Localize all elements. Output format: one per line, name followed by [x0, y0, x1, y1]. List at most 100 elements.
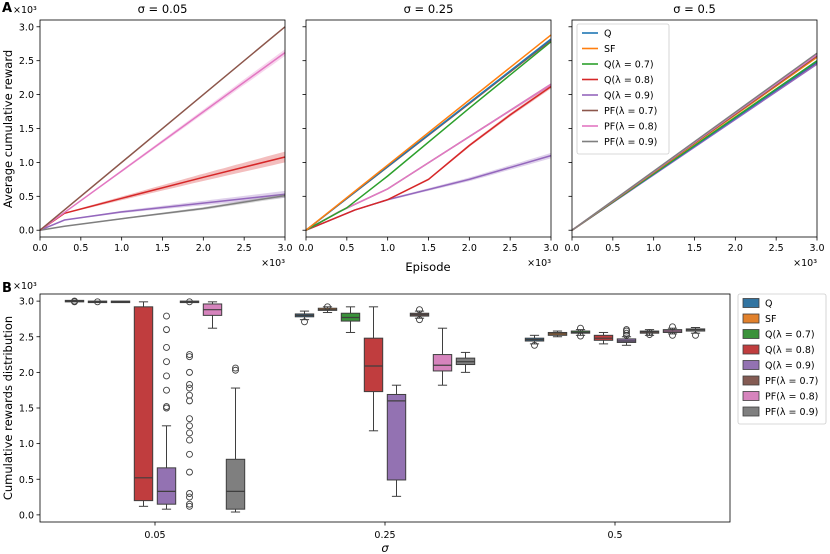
legend-entry-SF: SF — [582, 44, 616, 55]
legend-swatch — [742, 298, 760, 308]
y-tick-label: 0.5 — [19, 192, 34, 203]
series-Q09 — [39, 190, 286, 231]
x-tick-label: 2.0 — [462, 243, 477, 254]
legend-entry-Q: Q — [742, 298, 772, 310]
y-tick-label: 0.5 — [19, 475, 34, 486]
outliers-PF08 — [186, 351, 193, 510]
confidence-band-PF08 — [40, 49, 285, 231]
box-Q — [294, 310, 315, 326]
box-Q08 — [133, 301, 154, 507]
outlier-point — [186, 490, 193, 497]
y-tick-label: 0.0 — [19, 510, 34, 521]
box-Q09 — [156, 312, 177, 510]
box-Q — [524, 334, 545, 349]
outlier-point — [623, 329, 630, 337]
outlier-point — [163, 386, 170, 394]
y-tick-label: 2.0 — [19, 90, 34, 101]
outlier-point — [232, 364, 239, 372]
x-multiplier: ×10³ — [527, 258, 551, 269]
outlier-point — [186, 368, 193, 376]
panel-a-line-charts: 0.0 0.5 1.0 1.5 2.0 2.5 3.0 ×10³ 0.0 0.5 1.0 1.5 2.0… — [1, 2, 825, 274]
box-PF07 — [179, 298, 200, 306]
legend-label: SF — [765, 314, 777, 325]
outlier-point — [163, 403, 170, 411]
figure-labels: A B — [2, 1, 12, 296]
x-multiplier: ×10³ — [793, 258, 817, 269]
legend-label: Q(λ = 0.7) — [604, 60, 654, 71]
series-PF09 — [39, 193, 286, 231]
box-PF09 — [455, 351, 476, 373]
box-group-0.05 — [64, 297, 246, 513]
box-body — [156, 467, 177, 505]
x-tick-label: 0.5 — [339, 243, 354, 254]
legend-entry-Q09: Q(λ = 0.9) — [742, 360, 815, 372]
box-PF08 — [432, 327, 453, 386]
outlier-point — [94, 298, 101, 306]
x-tick-label: 0.25 — [374, 530, 395, 541]
legend-entry-Q: Q — [582, 29, 611, 40]
plot-area — [40, 294, 730, 522]
x-tick-label: 2.0 — [196, 243, 211, 254]
legend-swatch — [742, 391, 760, 401]
legend-entry-PF07: PF(λ = 0.7) — [582, 106, 657, 117]
y-multiplier: ×10³ — [13, 281, 37, 292]
outlier-point — [186, 429, 193, 437]
outlier-point — [623, 326, 630, 334]
outlier-point — [577, 324, 584, 332]
legend-label: PF(λ = 0.8) — [604, 122, 657, 133]
legend-label: Q(λ = 0.8) — [604, 75, 654, 86]
legend-label: PF(λ = 0.9) — [765, 407, 818, 418]
legend-label: PF(λ = 0.7) — [765, 376, 818, 387]
x-tick-label: 2.0 — [728, 243, 743, 254]
outlier-point — [577, 332, 584, 340]
legend-box — [576, 23, 670, 155]
box-body — [363, 337, 384, 393]
x-tick-label: 3.0 — [809, 243, 824, 254]
series-line-PF08 — [39, 51, 286, 231]
y-axis-label: Average cumulative reward — [1, 50, 15, 208]
y-tick-label: 3.0 — [19, 297, 34, 308]
outlier-point — [324, 303, 331, 311]
legend-swatch — [742, 375, 760, 386]
legend-entry-PF08: PF(λ = 0.8) — [742, 391, 818, 403]
box-PF07 — [409, 306, 430, 324]
box-PF09 — [685, 326, 706, 339]
y-tick-label: 0.0 — [19, 226, 34, 237]
x-tick-label: 1.0 — [380, 243, 395, 254]
legend-swatch — [742, 360, 760, 370]
outlier-point — [163, 343, 170, 351]
series-line-PF09 — [39, 194, 286, 231]
box-Q08 — [363, 306, 384, 432]
outlier-point — [186, 422, 193, 430]
x-axis-label: σ — [381, 541, 389, 554]
box-PF08 — [202, 301, 223, 329]
line-legend: Q SF Q(λ = 0.7) Q(λ = 0.8) Q(λ = 0.9) PF(λ = … — [576, 23, 670, 155]
box-SF — [547, 330, 568, 338]
x-axis-label: Episode — [405, 260, 450, 274]
outlier-point — [71, 297, 78, 305]
y-tick-label: 2.0 — [19, 368, 34, 379]
box-PF08 — [662, 323, 683, 339]
confidence-band-Q08 — [40, 151, 285, 231]
legend-swatch — [742, 406, 760, 417]
line-subplot-3: 0.0 0.5 1.0 1.5 2.0 2.5 3.0 ×10³ σ = 0.5 Q SF Q(λ =… — [564, 2, 824, 269]
outlier-point — [669, 323, 676, 331]
outlier-point — [186, 298, 193, 306]
legend-label: Q(λ = 0.8) — [765, 345, 815, 356]
outlier-point — [416, 306, 423, 314]
series-line-Q09 — [39, 193, 286, 231]
legend-label: Q(λ = 0.9) — [604, 91, 654, 102]
y-tick-label: 2.5 — [19, 332, 34, 343]
legend-entry-Q07: Q(λ = 0.7) — [742, 329, 815, 341]
series-PF08 — [39, 49, 286, 231]
series-Q08 — [305, 84, 552, 231]
subplot-title: σ = 0.5 — [673, 2, 716, 16]
series-line-SF — [305, 34, 552, 231]
outlier-point — [186, 351, 193, 359]
y-tick-label: 1.5 — [19, 404, 34, 415]
box-Q07 — [110, 300, 131, 304]
outlier-point — [163, 372, 170, 380]
box-Q07 — [340, 306, 361, 333]
legend-entry-PF07: PF(λ = 0.7) — [742, 375, 818, 387]
plot-area — [306, 20, 551, 237]
